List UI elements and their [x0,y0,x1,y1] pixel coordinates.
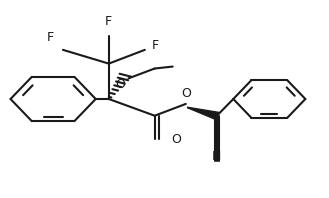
Text: F: F [151,39,159,52]
Text: O: O [182,87,191,100]
Text: O: O [115,78,125,91]
Text: F: F [105,15,113,28]
Text: F: F [46,31,53,44]
Polygon shape [187,107,219,119]
Text: N: N [212,150,222,163]
Text: O: O [171,133,181,146]
